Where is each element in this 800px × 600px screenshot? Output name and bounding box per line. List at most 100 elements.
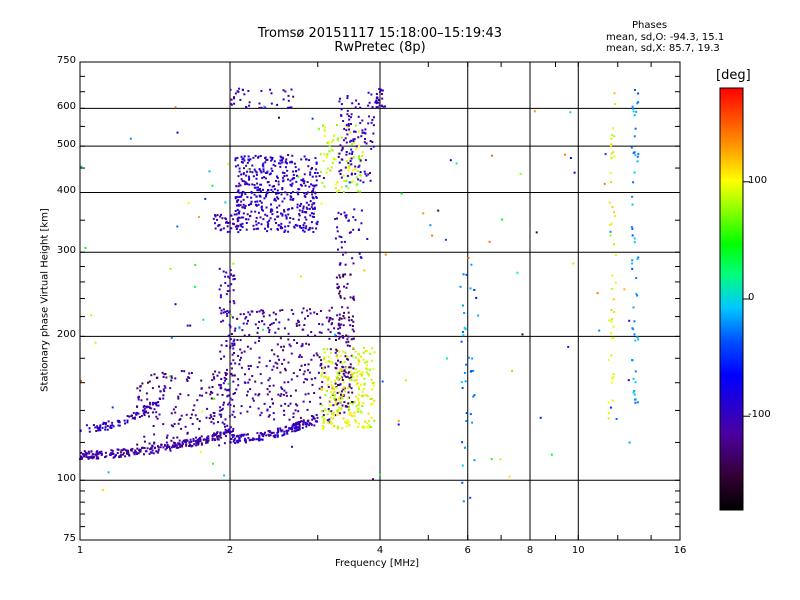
data-point — [375, 93, 378, 95]
data-point — [232, 359, 235, 362]
y-tick-label: 100 — [56, 473, 76, 485]
data-point — [352, 262, 355, 265]
data-point — [326, 413, 329, 416]
x-tick-label: 8 — [526, 545, 534, 556]
data-point — [165, 376, 168, 379]
data-point — [140, 399, 143, 402]
data-point — [613, 92, 616, 95]
data-point — [369, 352, 372, 355]
data-point — [162, 423, 165, 426]
data-point — [218, 409, 221, 412]
data-point — [242, 173, 245, 176]
data-point — [281, 171, 284, 174]
data-point — [345, 129, 348, 132]
data-point — [236, 218, 239, 221]
data-point — [118, 421, 121, 424]
data-point — [214, 215, 217, 218]
data-point — [273, 199, 276, 202]
data-point — [153, 373, 156, 376]
data-point — [350, 139, 353, 142]
data-point — [316, 220, 319, 223]
data-point — [292, 372, 295, 375]
data-point — [248, 313, 251, 316]
data-point — [612, 376, 615, 379]
data-point — [254, 186, 257, 189]
data-point — [136, 387, 139, 390]
data-point — [240, 356, 242, 359]
data-point — [257, 407, 260, 410]
data-point — [200, 435, 203, 438]
data-point — [310, 358, 313, 361]
data-point — [296, 203, 299, 206]
data-point — [279, 309, 282, 312]
data-point — [216, 437, 219, 439]
data-point — [343, 317, 346, 320]
data-point — [285, 429, 288, 432]
data-point — [137, 452, 140, 455]
data-point — [244, 181, 247, 184]
data-point — [274, 331, 277, 334]
data-point — [609, 223, 612, 226]
data-point — [316, 420, 319, 423]
data-point — [247, 168, 250, 171]
data-point — [331, 385, 334, 387]
data-point — [324, 409, 327, 412]
data-point — [295, 403, 297, 406]
data-point — [238, 182, 241, 185]
data-point — [302, 226, 305, 229]
data-point — [258, 168, 261, 171]
data-point — [254, 210, 257, 213]
data-point — [511, 369, 514, 372]
data-point — [298, 356, 301, 358]
data-point — [247, 155, 250, 158]
data-point — [364, 132, 367, 135]
data-point — [366, 360, 369, 363]
data-point — [226, 429, 229, 432]
data-point — [233, 343, 236, 345]
data-point — [210, 420, 213, 423]
data-point — [373, 351, 376, 354]
data-point — [320, 410, 323, 413]
data-point — [280, 393, 283, 396]
data-point — [241, 216, 243, 219]
data-point — [310, 221, 313, 224]
data-point — [153, 433, 156, 436]
data-point — [603, 182, 606, 185]
data-point — [269, 88, 272, 91]
data-point — [290, 196, 293, 199]
data-point — [607, 412, 610, 414]
data-point — [304, 363, 306, 366]
data-point — [181, 444, 184, 447]
data-point — [235, 185, 238, 188]
data-point — [347, 219, 350, 222]
data-point — [355, 145, 358, 148]
data-point — [188, 441, 191, 444]
data-point — [292, 191, 294, 193]
data-point — [370, 426, 373, 428]
data-point — [308, 343, 310, 346]
data-point — [233, 213, 236, 216]
data-point — [359, 179, 362, 182]
data-point — [228, 289, 231, 292]
data-point — [370, 416, 373, 419]
data-point — [227, 163, 230, 166]
data-point — [159, 446, 162, 449]
data-point — [359, 106, 362, 109]
data-point — [248, 104, 251, 107]
data-point — [172, 425, 175, 428]
data-point — [286, 193, 289, 196]
data-point — [279, 165, 282, 168]
data-point — [246, 170, 249, 173]
data-point — [219, 350, 222, 353]
data-point — [268, 184, 271, 187]
data-point — [215, 433, 217, 436]
data-point — [85, 454, 88, 457]
data-point — [360, 355, 362, 358]
data-point — [276, 434, 279, 437]
data-point — [364, 159, 367, 162]
data-point — [636, 258, 639, 260]
data-point — [337, 359, 339, 362]
data-point — [369, 140, 372, 142]
data-point — [345, 334, 348, 337]
data-point — [260, 309, 263, 312]
